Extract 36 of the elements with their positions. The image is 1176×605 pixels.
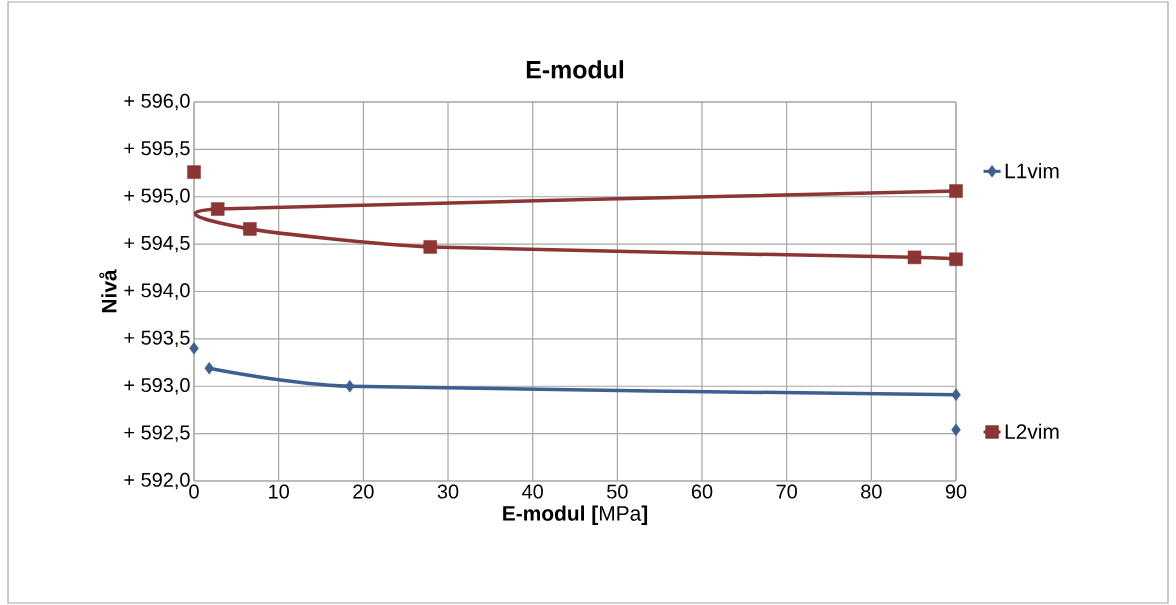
y-tick-label: + 593,0 — [124, 378, 190, 395]
y-tick-label: + 595,0 — [124, 188, 190, 205]
point — [949, 184, 963, 198]
x-tick-label: 90 — [945, 484, 967, 499]
point — [949, 252, 963, 267]
x-tick-label: 50 — [607, 484, 628, 499]
chart-title: E-modul — [526, 60, 624, 79]
y-tick-label: + 592,5 — [124, 425, 190, 442]
y-tick-label: + 593,5 — [124, 330, 190, 348]
x-tick-label: 20 — [353, 484, 374, 499]
point — [951, 388, 961, 402]
point — [423, 240, 437, 254]
point — [187, 165, 201, 179]
x-tick-label: 40 — [522, 484, 543, 499]
x-tick-label: 10 — [269, 484, 289, 499]
x-tick-label: 70 — [776, 484, 797, 499]
point — [204, 361, 214, 375]
y-tick-label: + 596,0 — [124, 93, 190, 111]
point — [951, 423, 961, 437]
y-axis-title: Nivå — [99, 269, 117, 313]
x-tick-label: 0 — [189, 484, 199, 499]
x-tick-label: 80 — [861, 484, 882, 499]
y-tick-label: + 594,5 — [124, 235, 190, 253]
legend-label: L1vim — [1005, 163, 1059, 179]
point — [243, 222, 257, 236]
legend-label: L2vim — [1005, 423, 1059, 439]
y-tick-label: + 595,5 — [124, 141, 190, 158]
y-tick-label: + 592,0 — [124, 472, 190, 490]
point — [907, 250, 922, 265]
point — [345, 379, 355, 393]
x-tick-label: 60 — [691, 484, 713, 499]
x-axis-title: E-modul [MPa] — [503, 505, 648, 525]
point — [210, 202, 225, 216]
point — [189, 342, 199, 355]
y-tick-label: + 594,0 — [124, 283, 190, 300]
x-tick-label: 30 — [437, 484, 459, 499]
